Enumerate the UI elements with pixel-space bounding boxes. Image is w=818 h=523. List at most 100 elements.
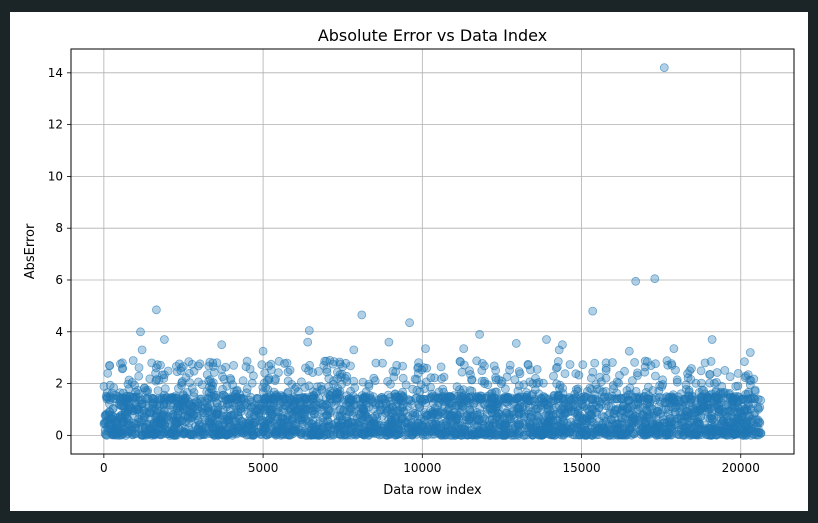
data-point <box>745 348 755 357</box>
data-point <box>193 424 203 434</box>
data-point <box>579 394 589 404</box>
data-point <box>296 413 306 423</box>
data-point <box>218 384 227 394</box>
data-point <box>360 411 370 421</box>
data-point <box>691 430 701 440</box>
data-point <box>344 407 354 417</box>
data-point <box>565 360 575 369</box>
data-point <box>503 394 513 404</box>
data-point <box>128 356 138 365</box>
data-point <box>364 381 374 391</box>
data-point <box>133 389 143 399</box>
data-point <box>349 345 359 355</box>
data-point <box>590 358 600 368</box>
data-point <box>536 405 546 414</box>
data-point <box>260 406 269 416</box>
data-point <box>133 404 143 414</box>
data-point <box>551 363 561 373</box>
data-point <box>733 422 743 432</box>
data-point <box>145 408 154 418</box>
data-point <box>664 430 674 440</box>
y-tick-label: 6 <box>55 273 63 287</box>
data-point <box>257 360 267 370</box>
data-point <box>258 346 268 356</box>
data-point <box>269 394 279 404</box>
data-point <box>300 394 310 404</box>
data-point <box>626 410 635 420</box>
data-point <box>642 394 652 404</box>
data-point <box>309 403 319 413</box>
data-point <box>303 337 313 347</box>
data-point <box>205 382 215 392</box>
data-point <box>355 417 365 426</box>
data-point <box>187 383 197 393</box>
data-point <box>560 369 570 379</box>
data-point <box>605 430 615 440</box>
data-point <box>254 412 264 422</box>
y-tick-label: 12 <box>48 118 63 132</box>
data-point <box>440 427 450 437</box>
data-point <box>581 429 591 439</box>
data-point <box>323 406 333 416</box>
data-point <box>209 367 219 377</box>
data-point <box>459 360 469 370</box>
data-point <box>287 414 297 423</box>
data-point <box>148 394 158 404</box>
data-point <box>346 361 355 371</box>
data-point <box>649 410 659 420</box>
data-point <box>467 430 477 440</box>
data-point <box>121 394 130 404</box>
data-point <box>666 418 676 428</box>
data-point <box>475 329 485 339</box>
data-point <box>728 394 737 404</box>
data-point <box>123 418 133 428</box>
data-point <box>687 418 697 428</box>
data-point <box>412 429 422 439</box>
data-point <box>640 367 650 377</box>
data-point <box>136 327 145 337</box>
data-point <box>205 375 215 385</box>
data-point <box>159 335 169 344</box>
data-point <box>426 373 436 383</box>
data-point <box>467 375 477 385</box>
data-point <box>574 370 584 380</box>
data-point <box>601 363 611 373</box>
data-point <box>644 424 654 434</box>
data-point <box>445 403 454 413</box>
data-point <box>560 404 569 414</box>
data-point <box>157 410 167 420</box>
data-point <box>714 406 724 416</box>
data-point <box>411 421 421 431</box>
data-point <box>366 425 376 435</box>
data-point <box>640 356 650 366</box>
data-point <box>651 371 660 381</box>
data-point <box>99 381 109 391</box>
data-point <box>192 404 202 414</box>
data-point <box>395 409 405 419</box>
data-point <box>742 406 752 416</box>
data-point <box>230 417 240 427</box>
data-point <box>489 430 499 440</box>
data-point <box>630 357 639 367</box>
data-point <box>718 416 728 426</box>
data-point <box>198 427 207 437</box>
data-point <box>573 384 583 394</box>
data-point <box>378 426 388 436</box>
data-point <box>378 358 387 368</box>
data-point <box>700 358 710 368</box>
data-point <box>452 409 462 419</box>
data-point <box>542 335 551 344</box>
data-point <box>162 392 172 402</box>
x-axis-ticks: 0 5000 10000 15000 20000 <box>100 454 760 475</box>
data-point <box>674 413 684 423</box>
data-point <box>572 430 582 440</box>
data-point <box>213 402 223 412</box>
data-point <box>696 366 706 376</box>
data-point <box>266 359 276 369</box>
data-point <box>683 428 692 437</box>
data-point <box>628 376 637 386</box>
data-point <box>174 359 184 369</box>
data-point <box>402 401 412 411</box>
data-point <box>206 391 216 401</box>
data-point <box>523 360 533 370</box>
